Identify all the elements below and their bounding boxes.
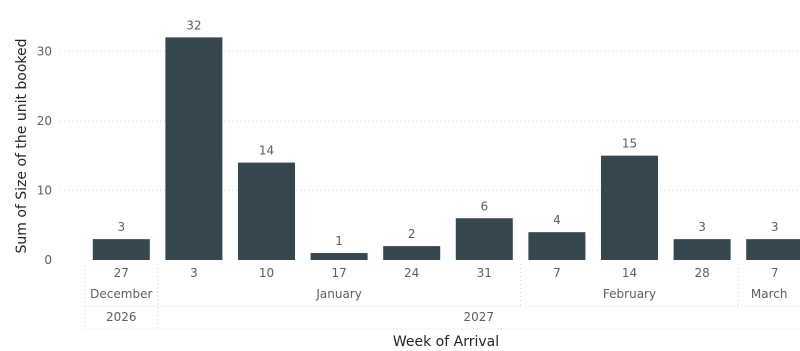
x-tick-label: 17 — [331, 266, 346, 280]
bar — [165, 37, 223, 260]
x-tick-label: 14 — [622, 266, 637, 280]
x-tick-label: 7 — [553, 266, 561, 280]
month-label: March — [751, 287, 788, 301]
data-label: 3 — [698, 220, 706, 234]
x-tick-label: 3 — [190, 266, 198, 280]
y-tick-label: 0 — [44, 253, 52, 267]
bar — [383, 246, 441, 260]
data-label: 4 — [553, 213, 561, 227]
grid-lines — [60, 50, 800, 191]
data-label: 14 — [259, 144, 274, 158]
x-tick-label: 10 — [259, 266, 274, 280]
bar — [746, 239, 800, 260]
y-axis-title: Sum of Size of the unit booked — [14, 38, 30, 253]
data-label: 3 — [117, 220, 125, 234]
x-tick-label: 7 — [771, 266, 779, 280]
bar — [310, 253, 368, 260]
x-tick-label: 31 — [477, 266, 492, 280]
bar — [528, 232, 586, 260]
x-tick-label: 24 — [404, 266, 419, 280]
data-label: 3 — [771, 220, 779, 234]
data-label: 1 — [335, 234, 343, 248]
y-tick-label: 10 — [37, 183, 52, 197]
data-labels: 3 32 14 1 2 6 4 15 3 3 — [117, 18, 778, 248]
x-tick-label: 28 — [694, 266, 709, 280]
data-label: 6 — [480, 199, 488, 213]
x-tick-label: 27 — [114, 266, 129, 280]
y-axis-ticks: 0 10 20 30 — [37, 44, 52, 267]
data-label: 2 — [408, 227, 416, 241]
month-label: December — [90, 287, 152, 301]
year-label: 2026 — [106, 310, 137, 324]
bar — [238, 162, 295, 260]
x-axis-title: Week of Arrival — [393, 334, 499, 350]
bar — [455, 218, 513, 260]
data-label: 15 — [622, 137, 637, 151]
y-tick-label: 20 — [37, 114, 52, 128]
month-label: February — [603, 287, 656, 301]
data-label: 32 — [186, 18, 201, 32]
bar — [673, 239, 731, 260]
x-axis: 27 3 10 17 24 31 7 14 28 7 December January February… — [84, 262, 800, 330]
month-label: January — [315, 287, 362, 301]
bar — [601, 155, 658, 260]
year-label: 2027 — [464, 310, 495, 324]
y-tick-label: 30 — [37, 44, 52, 58]
bar — [92, 239, 150, 260]
bars — [92, 37, 800, 260]
